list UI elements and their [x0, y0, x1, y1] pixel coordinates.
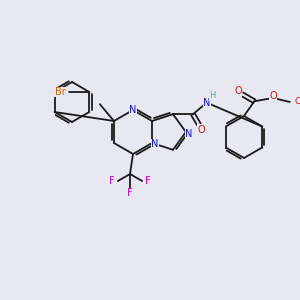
- Text: N: N: [152, 139, 159, 149]
- Text: F: F: [109, 176, 115, 186]
- Text: F: F: [145, 176, 151, 186]
- Text: O: O: [197, 124, 205, 135]
- Text: H: H: [210, 91, 216, 100]
- Text: O: O: [269, 92, 277, 101]
- Text: N: N: [129, 105, 137, 115]
- Text: F: F: [127, 188, 133, 198]
- Text: CH₃: CH₃: [295, 98, 300, 106]
- Text: N: N: [185, 129, 193, 139]
- Text: O: O: [234, 86, 242, 96]
- Text: Br: Br: [55, 87, 65, 97]
- Text: N: N: [203, 98, 211, 108]
